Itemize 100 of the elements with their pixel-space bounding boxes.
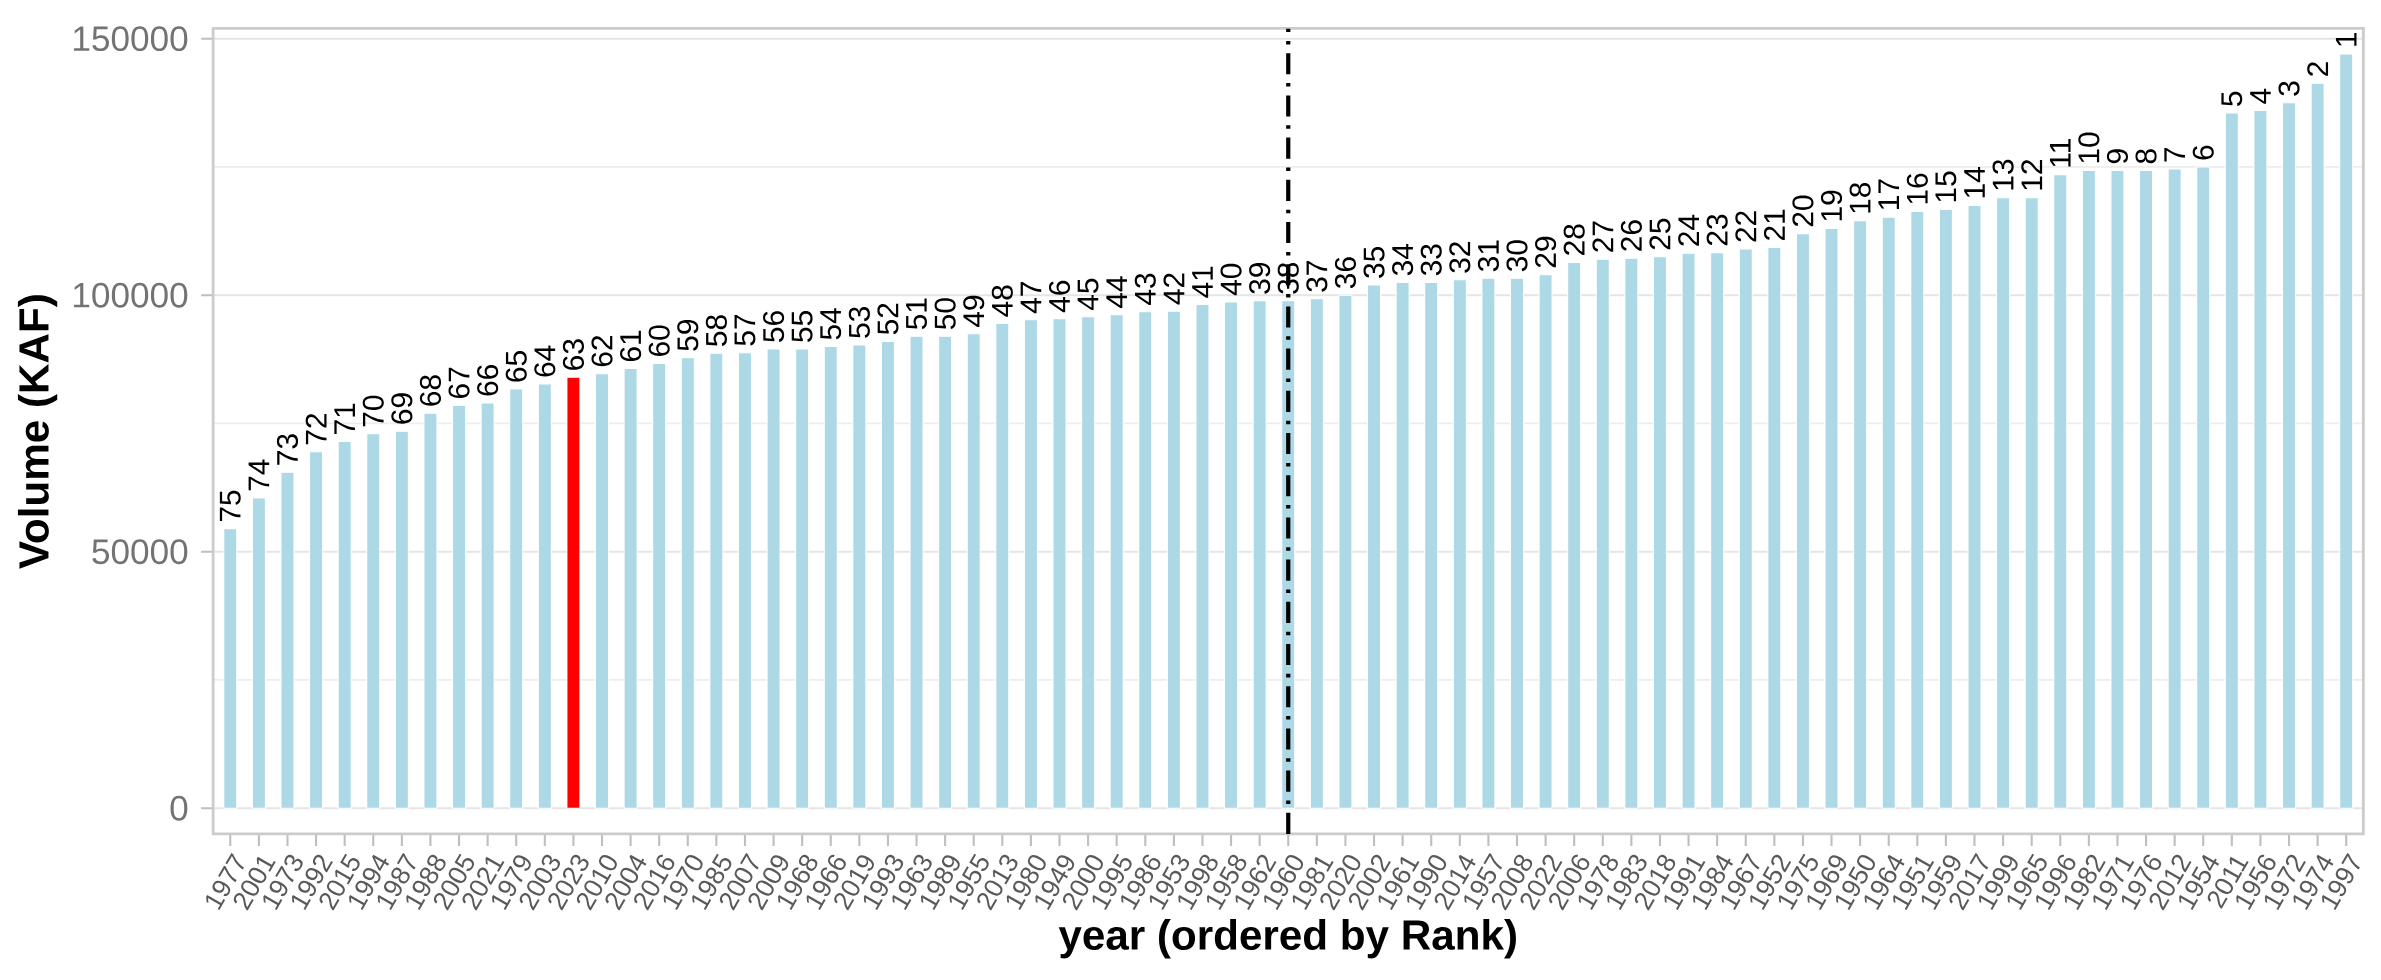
annotation: 68 [419,375,442,406]
annotation: 75 [219,490,241,522]
annotation: 30 [1506,240,1528,272]
bar [1624,257,1639,809]
annotation: 37 [1306,261,1328,292]
annotation: 4 [2250,88,2271,104]
bar [1366,284,1382,809]
bar [280,471,295,809]
bar [566,376,581,809]
bar [509,388,524,809]
annotation: 55 [791,311,813,342]
annotation: 19 [1820,190,1843,221]
annotation: 42 [1163,273,1185,305]
bar [537,383,552,809]
bar [2139,170,2154,809]
annotation: 17 [1878,179,1899,209]
annotation: 14 [1964,167,1985,198]
annotation: 69 [391,393,413,424]
annotation: 45 [1077,278,1099,311]
annotation: 24 [1678,214,1699,246]
bar [737,352,753,809]
annotation: 18 [1849,182,1871,213]
annotation: 52 [877,303,899,335]
bar [394,430,409,809]
annotation: 36 [1334,257,1356,289]
annotation: 8 [2135,149,2157,164]
bar [1767,246,1782,809]
y-tick-label: 100000 [74,282,188,308]
bar [2110,170,2125,809]
annotation: 44 [1106,276,1127,309]
annotation: 64 [534,345,556,377]
bar [366,433,381,809]
bar [1738,248,1753,809]
bar [337,440,352,809]
annotation: 60 [648,325,670,356]
bar [938,335,953,809]
bar [709,352,724,809]
bar [1910,211,1925,809]
y-tick-label: 0 [170,795,188,821]
bar [1967,204,1982,809]
annotation: 28 [1563,224,1585,255]
annotation: 21 [1763,209,1785,241]
bar [1509,277,1525,809]
annotation: 27 [1592,221,1614,252]
bar [823,346,838,809]
annotation: 47 [1020,282,1042,314]
annotation: 34 [1392,244,1414,276]
annotation: 59 [677,319,699,351]
annotation: 48 [991,285,1013,317]
annotation: 10 [2078,132,2100,163]
annotation: 49 [963,295,985,328]
bar [2167,168,2182,809]
annotation: 57 [734,314,756,346]
y-tick-label: 50000 [92,539,188,565]
bar [880,340,895,809]
annotation: 70 [362,395,384,427]
annotation: 9 [2106,149,2129,164]
annotation: 46 [1048,280,1071,313]
bar [1824,228,1839,809]
annotation: 7 [2164,147,2185,162]
annotation: 29 [1535,236,1557,268]
bar [452,405,467,809]
annotation: 2 [2307,62,2329,76]
bar [2339,53,2354,809]
annotation: 41 [1192,266,1213,298]
bar [1567,261,1582,809]
annotation: 58 [705,315,727,346]
annotation: 25 [1649,218,1671,250]
bar [1452,279,1467,809]
bar [1652,256,1667,809]
bar [1538,274,1553,809]
annotation: 39 [1249,263,1271,294]
annotation: 73 [276,434,299,465]
bar [1996,197,2011,809]
bar [1166,310,1181,809]
annotation: 56 [763,311,785,342]
bar [1595,258,1610,809]
annotation: 33 [1420,244,1442,276]
bar [909,335,924,809]
annotation: 15 [1935,171,1957,202]
bar [1710,252,1725,809]
annotation: 13 [1992,159,2014,190]
annotation: 22 [1735,211,1757,242]
bar [852,344,867,809]
bar [1023,319,1038,809]
annotation: 11 [2049,139,2071,167]
bar [1938,209,1953,809]
bar [223,528,238,809]
bar [2053,174,2068,809]
bar [1195,303,1210,809]
bar [2024,197,2039,809]
annotation: 63 [562,339,584,370]
annotation: 72 [305,413,327,445]
annotation: 6 [2192,145,2214,160]
annotation: 51 [906,298,927,330]
bar [2224,112,2239,809]
annotation: 23 [1706,214,1728,246]
bar [1081,316,1096,809]
bar [966,333,981,809]
bar [2310,82,2325,809]
